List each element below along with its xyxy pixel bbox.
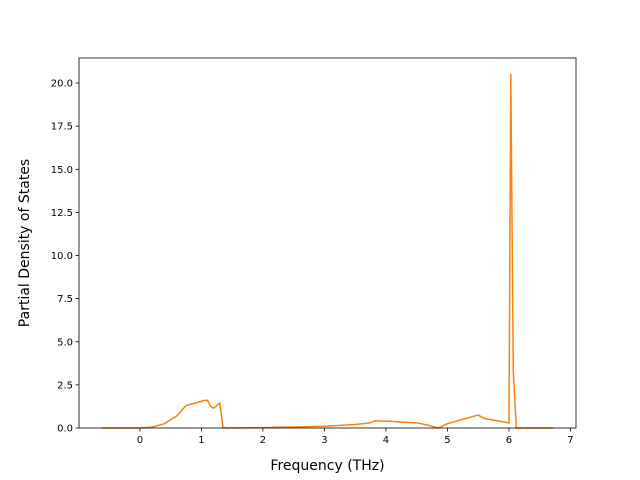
plot-frame (78, 57, 577, 429)
y-tick-label: 17.5 (51, 122, 73, 133)
x-tick-label: 7 (567, 435, 573, 446)
x-tick-label: 1 (198, 435, 204, 446)
data-line (101, 73, 554, 429)
x-axis-title: Frequency (THz) (270, 458, 384, 474)
y-axis-title: Partial Density of States (17, 159, 33, 327)
y-tick-label: 15.0 (51, 165, 73, 176)
y-tick-label: 7.5 (57, 294, 73, 305)
x-tick-label: 3 (321, 435, 327, 446)
y-tick-label: 20.0 (51, 79, 73, 90)
y-tick-label: 10.0 (51, 251, 73, 262)
x-tick-label: 2 (260, 435, 266, 446)
x-tick-label: 5 (444, 435, 450, 446)
x-tick-label: 6 (506, 435, 512, 446)
y-tick-label: 0.0 (57, 424, 73, 435)
y-tick-label: 2.5 (57, 380, 73, 391)
x-tick-label: 4 (383, 435, 389, 446)
y-tick-label: 5.0 (57, 337, 73, 348)
y-tick-label: 12.5 (51, 208, 73, 219)
x-tick-label: 0 (137, 435, 143, 446)
